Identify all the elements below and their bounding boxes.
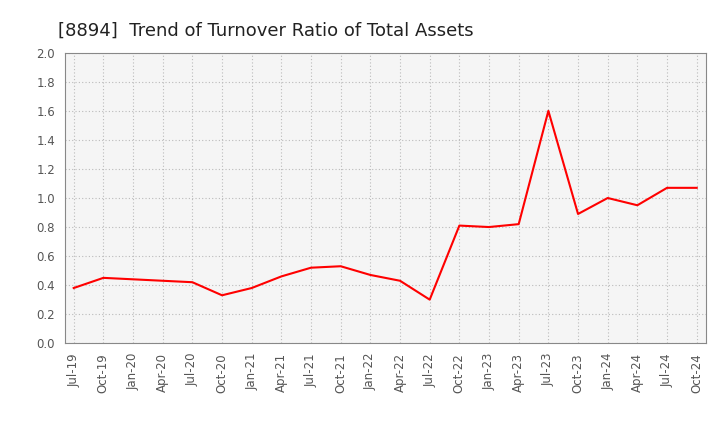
Text: [8894]  Trend of Turnover Ratio of Total Assets: [8894] Trend of Turnover Ratio of Total … [58,22,473,40]
